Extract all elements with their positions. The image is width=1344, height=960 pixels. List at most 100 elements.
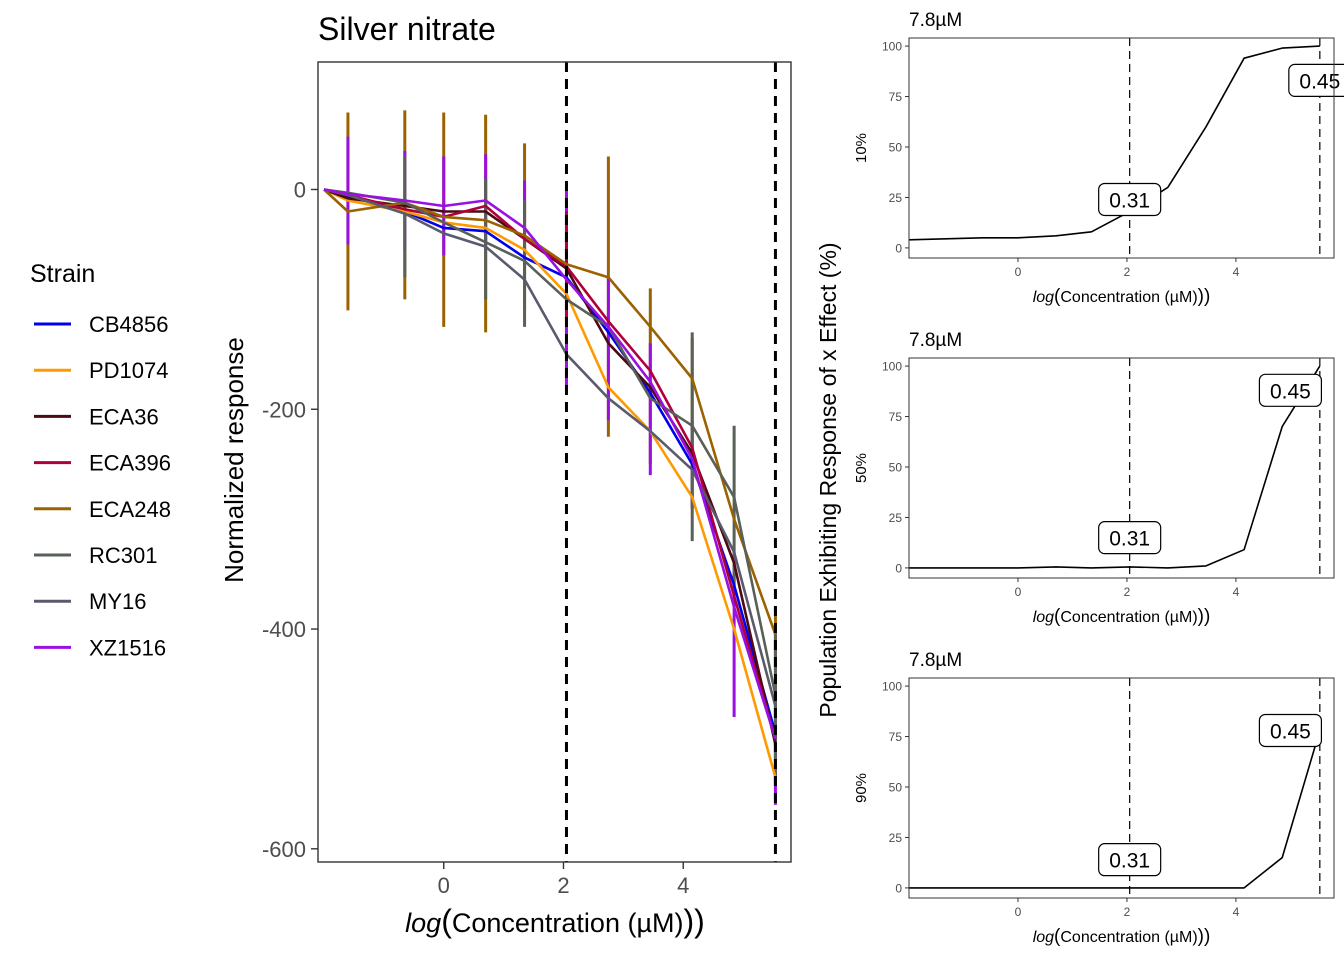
main-x-axis-label-open-paren: ( — [441, 903, 452, 939]
panel-title: 7.8µM — [909, 650, 962, 671]
panel-y-tick-label: 0 — [895, 561, 902, 575]
legend-label-eca248: ECA248 — [89, 497, 171, 522]
legend-label-cb4856: CB4856 — [89, 312, 169, 337]
panel-y-tick-label: 50 — [889, 460, 903, 474]
panel-y-tick-label: 100 — [882, 40, 902, 54]
panel-x-axis-label-close-paren: )) — [1198, 286, 1211, 307]
series-line-eca248 — [323, 188, 777, 635]
panel-y-tick-label: 100 — [882, 360, 902, 374]
panel-x-axis-label-log: log — [1033, 929, 1054, 946]
main-y-axis-label: Normalized response — [219, 337, 249, 583]
panel-y-axis-label: 50% — [853, 453, 870, 483]
panel-value-label-box — [1098, 843, 1162, 877]
panel-x-tick-label: 0 — [1015, 905, 1022, 919]
x-tick-label: 2 — [557, 873, 569, 898]
panel-frame — [908, 677, 1335, 899]
panel-x-axis-label-log: log — [1033, 289, 1054, 306]
series-line-rc301 — [323, 188, 777, 696]
legend-label-eca396: ECA396 — [89, 451, 171, 476]
panel-value-label-box — [1258, 373, 1323, 407]
panel-y-tick-label: 50 — [889, 780, 903, 794]
panel-x-axis-label-text: Concentration (µM) — [1060, 609, 1197, 626]
panel-y-tick-label: 0 — [895, 241, 902, 255]
panel-response-line — [909, 365, 1321, 569]
panel-value-label: 0.31 — [1109, 850, 1150, 873]
panel-x-tick-label: 4 — [1233, 265, 1240, 279]
panel-y-tick-label: 75 — [889, 730, 903, 744]
panel-value-label: 0.31 — [1109, 528, 1150, 551]
panel-y-tick-label: 75 — [889, 90, 903, 104]
panel-y-axis-label: 10% — [853, 133, 870, 163]
legend-label-pd1074: PD1074 — [89, 358, 169, 383]
series-line-pd1074 — [323, 188, 777, 778]
panel-value-label-box — [1098, 182, 1162, 217]
panel-y-axis-label: 90% — [853, 773, 870, 803]
panel-value-label: 0.45 — [1270, 380, 1311, 403]
panel-value-label-box — [1258, 713, 1323, 748]
main-x-axis-label-log: log — [405, 908, 441, 938]
series-line-cb4856 — [323, 188, 777, 734]
legend-title: Strain — [30, 260, 95, 288]
panel-x-tick-label: 4 — [1233, 905, 1240, 919]
panel-x-axis-label: log(Concentration (µM))) — [1033, 606, 1211, 627]
legend-label-eca36: ECA36 — [89, 404, 159, 429]
panel-frame — [908, 357, 1335, 579]
series-line-my16 — [323, 188, 777, 707]
panel-title: 7.8µM — [909, 330, 962, 351]
panel-x-axis-label: log(Concentration (µM))) — [1033, 926, 1211, 947]
y-tick-label: -600 — [262, 837, 306, 862]
panel-plot-area — [909, 38, 1321, 258]
main-chart: Silver nitrate -600 -400 -200 0 0 2 4 Normaliz… — [219, 11, 792, 939]
panel-x-axis-label-close-paren: )) — [1198, 926, 1211, 947]
panel-x-tick-label: 2 — [1124, 905, 1131, 919]
panel-y-tick-label: 100 — [882, 680, 902, 694]
panel-x-axis-label-open-paren: ( — [1054, 286, 1061, 307]
x-tick-label: 0 — [438, 873, 450, 898]
panel-y-tick-label: 0 — [895, 881, 902, 895]
panel-value-label: 0.45 — [1270, 720, 1311, 743]
x-tick-label: 4 — [677, 873, 689, 898]
panel-frame — [908, 37, 1335, 259]
main-plot-area — [323, 62, 777, 862]
panel-x-tick-label: 0 — [1015, 585, 1022, 599]
panel-response-line — [909, 730, 1321, 889]
panel-y-tick-label: 50 — [889, 140, 903, 154]
panel-value-label-box — [1288, 63, 1344, 97]
main-x-axis-label-close-paren: )) — [684, 903, 705, 939]
panel-value-label-box — [1098, 521, 1162, 555]
panel-y-tick-label: 25 — [889, 831, 903, 845]
legend-label-xz1516: XZ1516 — [89, 635, 166, 660]
shared-y-axis-label: Population Exhibiting Response of x Effe… — [815, 242, 841, 717]
main-chart-title: Silver nitrate — [318, 11, 496, 47]
y-tick-label: -200 — [262, 397, 306, 422]
series-line-eca36 — [323, 188, 777, 745]
main-x-axis-label: log(Concentration (µM))) — [405, 903, 705, 939]
panel-x-axis-label-open-paren: ( — [1054, 606, 1061, 627]
panel-x-tick-label: 2 — [1124, 265, 1131, 279]
series-line-eca396 — [323, 188, 777, 740]
panel-90pct: 7.8µM 0.31 0.45 0 25 50 75 100 0 2 4 90% log(Concent… — [853, 650, 1335, 947]
panel-x-tick-label: 2 — [1124, 585, 1131, 599]
panel-x-axis-label-log: log — [1033, 609, 1054, 626]
panel-x-tick-label: 0 — [1015, 265, 1022, 279]
panel-x-tick-label: 4 — [1233, 585, 1240, 599]
panel-y-tick-label: 25 — [889, 191, 903, 205]
panel-x-axis-label: log(Concentration (µM))) — [1033, 286, 1211, 307]
main-plot-frame — [317, 61, 792, 863]
panel-title: 7.8µM — [909, 10, 962, 31]
panel-x-axis-label-open-paren: ( — [1054, 926, 1061, 947]
panel-10pct: 7.8µM 0.31 0.45 0 25 50 75 100 0 2 4 10% log(Concent… — [853, 10, 1344, 307]
panel-x-axis-label-text: Concentration (µM) — [1060, 289, 1197, 306]
panel-y-tick-label: 75 — [889, 410, 903, 424]
panel-y-tick-label: 25 — [889, 511, 903, 525]
panel-50pct: 7.8µM 0.31 0.45 0 25 50 75 100 0 2 4 50% log(Concent… — [853, 330, 1335, 627]
legend: Strain CB4856 PD1074 ECA36 ECA396 ECA248 RC30… — [30, 260, 171, 660]
legend-label-rc301: RC301 — [89, 543, 157, 568]
panel-x-axis-label-close-paren: )) — [1198, 606, 1211, 627]
panel-value-label: 0.45 — [1299, 70, 1340, 93]
panel-value-label: 0.31 — [1109, 189, 1150, 212]
panel-x-axis-label-text: Concentration (µM) — [1060, 929, 1197, 946]
y-tick-label: -400 — [262, 617, 306, 642]
